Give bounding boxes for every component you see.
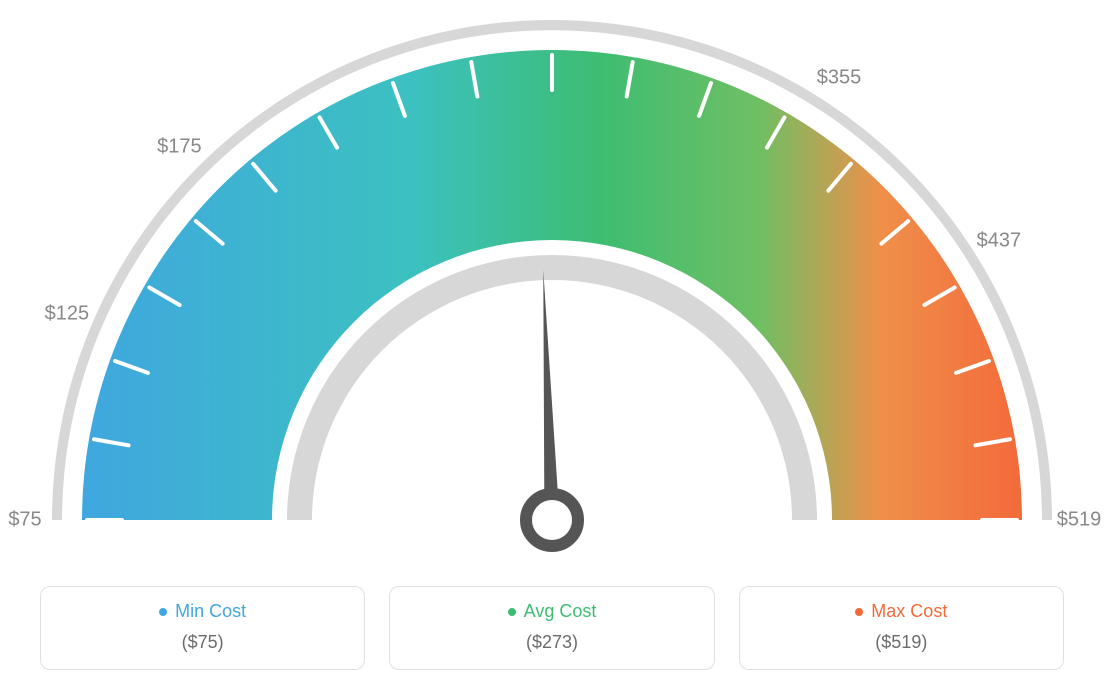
- gauge-area: $75 $125 $175 $273 $355 $437 $519: [0, 0, 1104, 560]
- dot-icon: [855, 608, 863, 616]
- legend-value-max: ($519): [748, 632, 1055, 653]
- legend-card-avg: Avg Cost ($273): [389, 586, 714, 670]
- legend-title-max: Max Cost: [855, 601, 947, 622]
- legend-value-avg: ($273): [398, 632, 705, 653]
- gauge-scale-label: $273: [530, 0, 575, 5]
- legend-card-min: Min Cost ($75): [40, 586, 365, 670]
- gauge-scale-label: $125: [45, 303, 90, 326]
- gauge-scale-label: $437: [977, 229, 1022, 252]
- cost-gauge-widget: $75 $125 $175 $273 $355 $437 $519 Min Cost ($7…: [0, 0, 1104, 690]
- legend-title-min: Min Cost: [159, 601, 246, 622]
- legend-label: Avg Cost: [524, 601, 597, 622]
- gauge-svg: [0, 0, 1104, 560]
- gauge-needle: [543, 270, 558, 493]
- gauge-scale-label: $175: [157, 136, 202, 159]
- legend-row: Min Cost ($75) Avg Cost ($273) Max Cost …: [40, 586, 1064, 670]
- gauge-scale-label: $355: [817, 67, 862, 90]
- dot-icon: [508, 608, 516, 616]
- gauge-needle-hub: [526, 494, 578, 546]
- legend-label: Max Cost: [871, 601, 947, 622]
- gauge-scale-label: $519: [1057, 509, 1102, 532]
- dot-icon: [159, 608, 167, 616]
- legend-value-min: ($75): [49, 632, 356, 653]
- gauge-scale-label: $75: [8, 509, 41, 532]
- legend-title-avg: Avg Cost: [508, 601, 597, 622]
- legend-card-max: Max Cost ($519): [739, 586, 1064, 670]
- legend-label: Min Cost: [175, 601, 246, 622]
